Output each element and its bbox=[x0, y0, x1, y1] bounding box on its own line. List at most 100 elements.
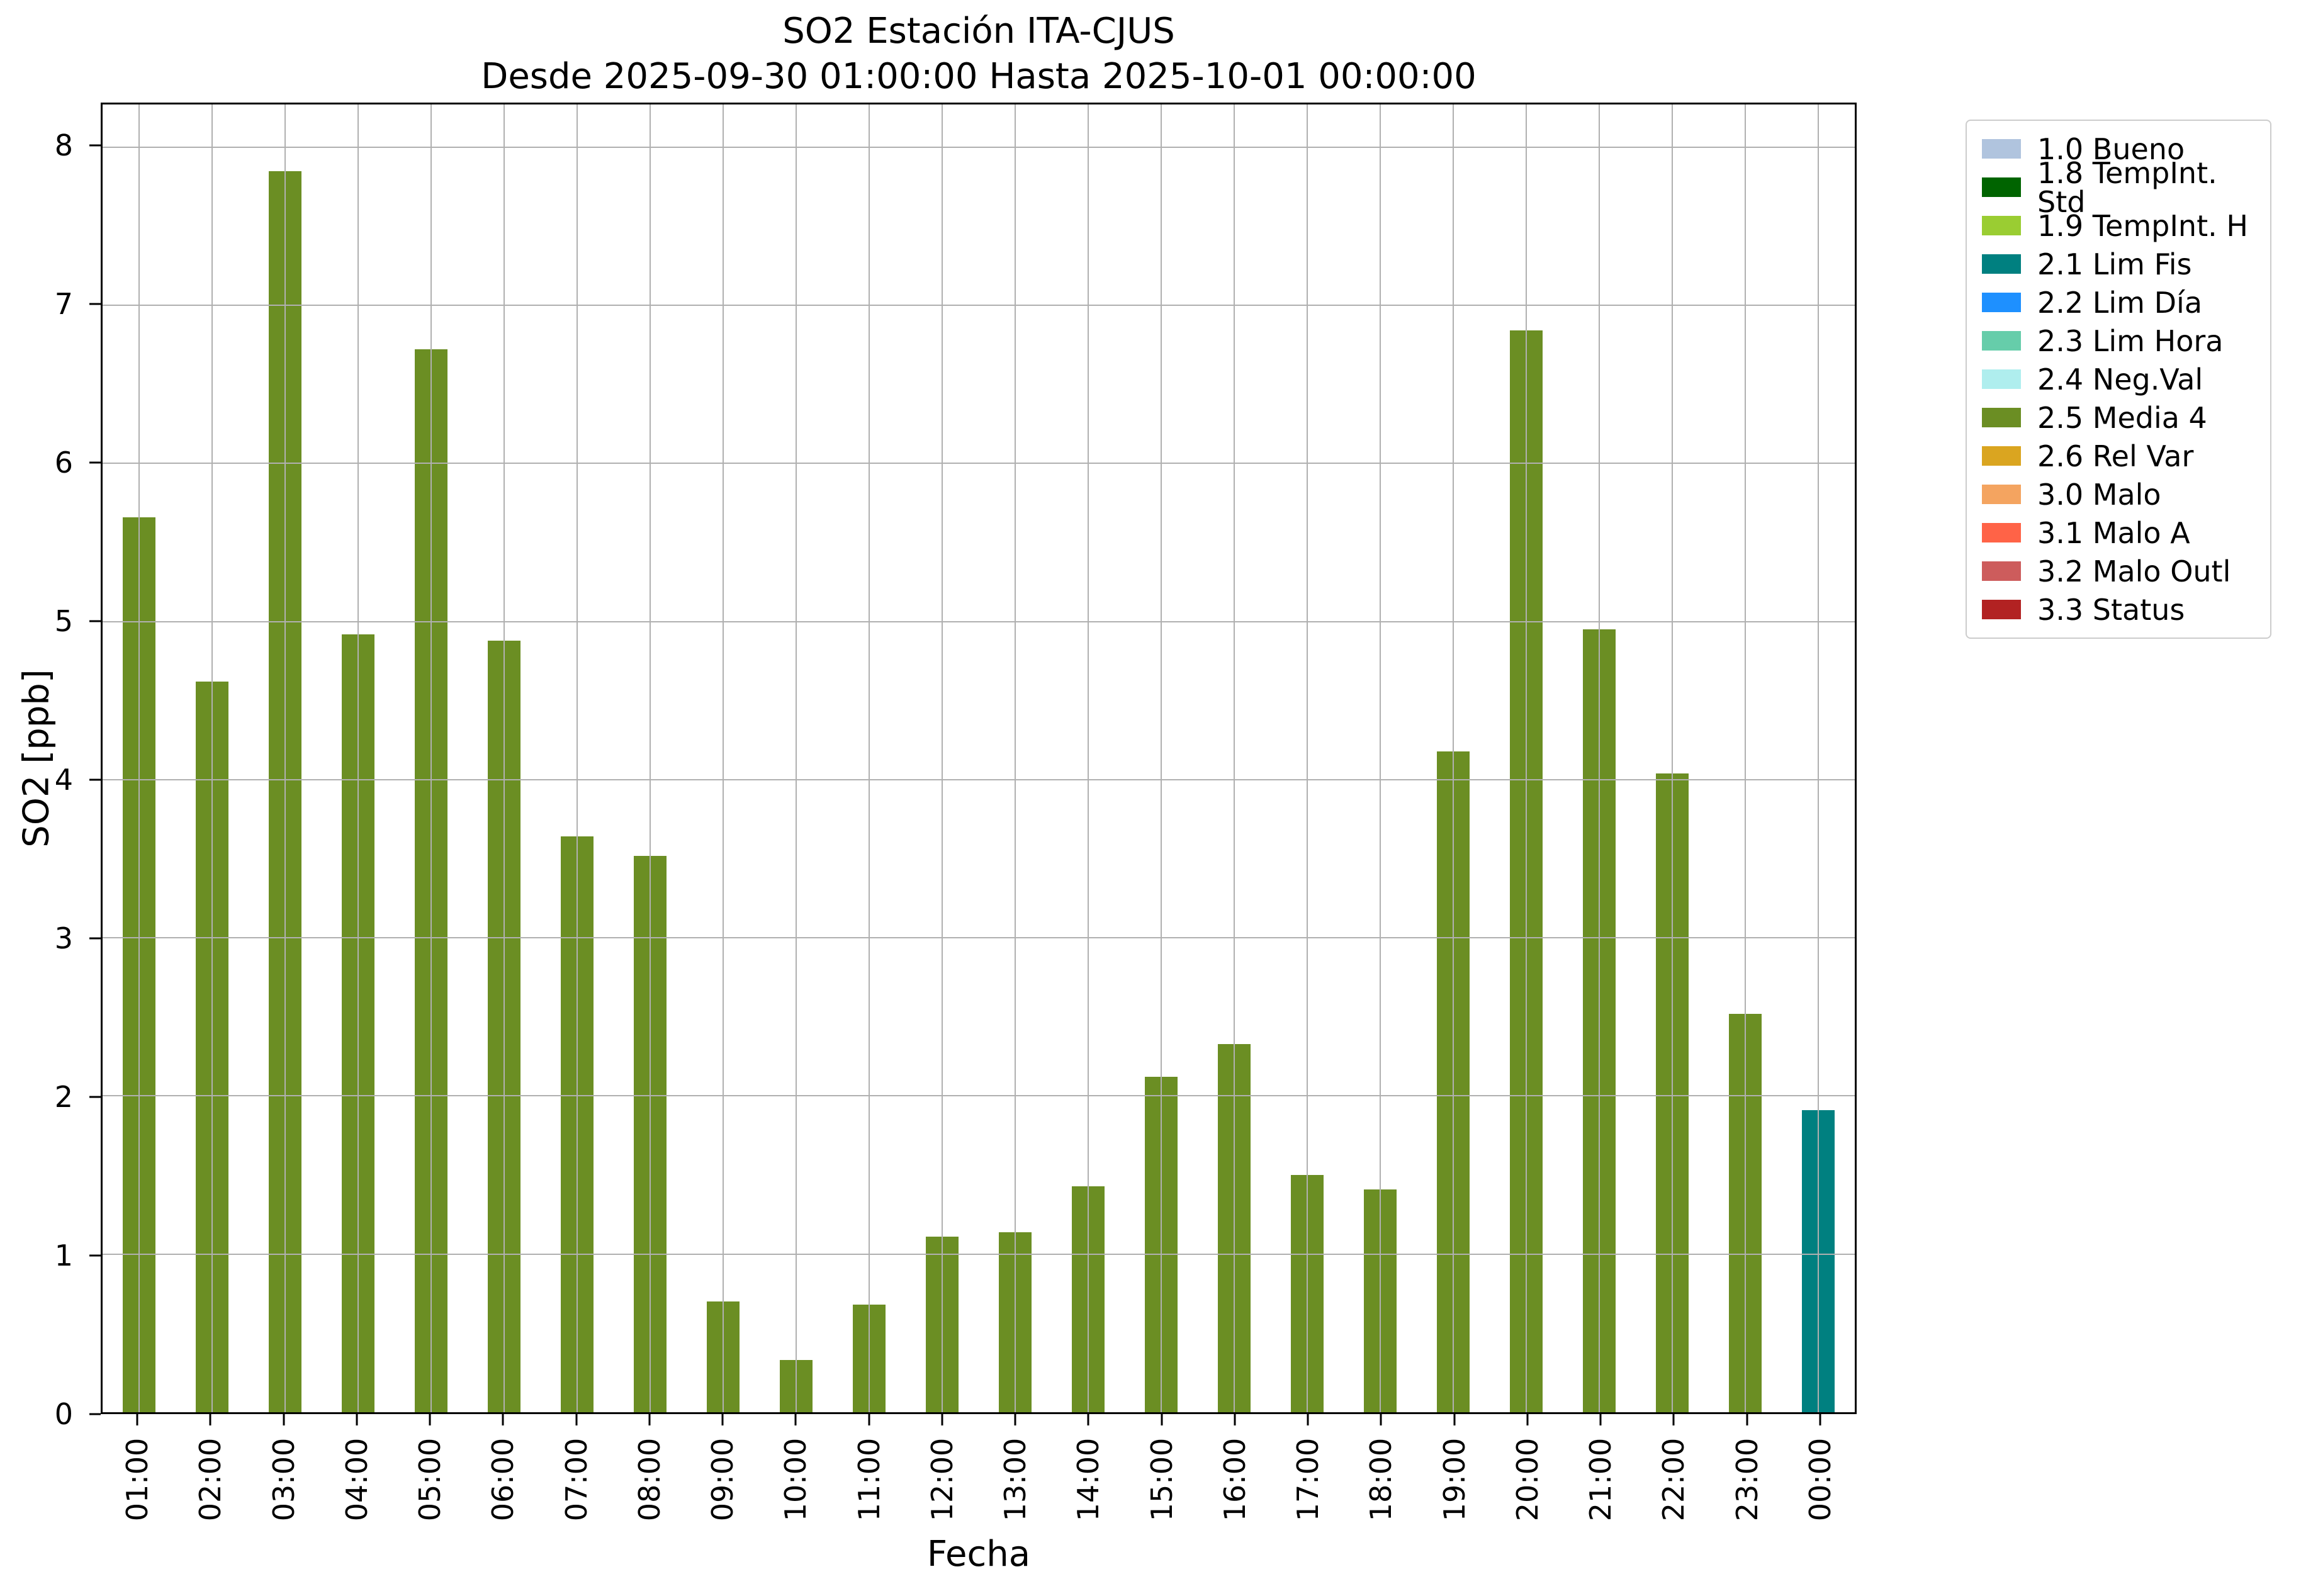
x-tick-mark bbox=[721, 1414, 724, 1425]
x-tick-mark bbox=[1380, 1414, 1382, 1425]
legend-item: 2.5 Media 4 bbox=[1967, 398, 2270, 437]
legend-item: 2.2 Lim Día bbox=[1967, 283, 2270, 322]
y-tick-label: 4 bbox=[54, 763, 73, 797]
legend-swatch bbox=[1982, 600, 2021, 619]
x-tick-label: 09:00 bbox=[706, 1437, 740, 1522]
bar bbox=[1144, 1077, 1178, 1412]
chart-title: SO2 Estación ITA-CJUS bbox=[782, 11, 1175, 52]
y-tick-mark bbox=[89, 1413, 101, 1415]
x-tick-mark bbox=[136, 1414, 138, 1425]
x-tick-label: 13:00 bbox=[998, 1437, 1033, 1522]
legend-item: 1.8 TempInt. Std bbox=[1967, 159, 2270, 216]
x-tick-label: 11:00 bbox=[852, 1437, 886, 1522]
legend-label: 2.2 Lim Día bbox=[2037, 285, 2203, 320]
x-tick-mark bbox=[1746, 1414, 1748, 1425]
plot-area bbox=[101, 103, 1857, 1414]
legend-label: 1.0 Bueno bbox=[2037, 132, 2185, 166]
bar bbox=[1217, 1043, 1251, 1412]
legend-label: 2.1 Lim Fis bbox=[2037, 247, 2192, 281]
legend-item: 3.0 Malo bbox=[1967, 475, 2270, 514]
x-tick-label: 07:00 bbox=[559, 1437, 594, 1522]
legend-swatch bbox=[1982, 446, 2021, 466]
y-tick-label: 6 bbox=[54, 446, 73, 480]
bar bbox=[560, 836, 594, 1412]
x-tick-mark bbox=[575, 1414, 578, 1425]
y-tick-mark bbox=[89, 461, 101, 464]
legend-item: 2.1 Lim Fis bbox=[1967, 245, 2270, 283]
x-tick-label: 08:00 bbox=[632, 1437, 667, 1522]
x-tick-label: 18:00 bbox=[1364, 1437, 1398, 1522]
bar bbox=[195, 682, 229, 1412]
legend-swatch bbox=[1982, 369, 2021, 389]
bar bbox=[268, 171, 302, 1412]
legend-item: 2.3 Lim Hora bbox=[1967, 322, 2270, 360]
x-axis: 01:00 02:00 03:00 04:00 05:00 06:00 07:00 08:00… bbox=[101, 1414, 1857, 1578]
legend-item: 2.6 Rel Var bbox=[1967, 437, 2270, 475]
legend-label: 3.2 Malo Outl bbox=[2037, 554, 2231, 588]
x-tick-label: 15:00 bbox=[1144, 1437, 1179, 1522]
y-tick-mark bbox=[89, 144, 101, 147]
legend-item: 2.4 Neg.Val bbox=[1967, 360, 2270, 398]
legend-swatch bbox=[1982, 485, 2021, 504]
bar bbox=[1436, 751, 1470, 1412]
bar bbox=[633, 855, 667, 1412]
legend-label: 1.8 TempInt. Std bbox=[2037, 155, 2217, 219]
x-tick-label: 14:00 bbox=[1071, 1437, 1106, 1522]
x-tick-mark bbox=[429, 1414, 431, 1425]
bar bbox=[1509, 330, 1543, 1412]
x-tick-mark bbox=[1672, 1414, 1675, 1425]
y-tick-label: 5 bbox=[54, 604, 73, 639]
x-tick-label: 19:00 bbox=[1437, 1437, 1471, 1522]
x-tick-mark bbox=[1526, 1414, 1529, 1425]
x-tick-label: 01:00 bbox=[120, 1437, 155, 1522]
y-tick-label: 8 bbox=[54, 128, 73, 163]
y-tick-mark bbox=[89, 778, 101, 781]
bar bbox=[706, 1301, 740, 1412]
x-tick-mark bbox=[794, 1414, 797, 1425]
bar bbox=[414, 349, 448, 1412]
legend-swatch bbox=[1982, 523, 2021, 542]
chart-subtitle: Desde 2025-09-30 01:00:00 Hasta 2025-10-… bbox=[481, 56, 1477, 97]
legend-label: 1.9 TempInt. H bbox=[2037, 208, 2248, 243]
y-tick-mark bbox=[89, 937, 101, 940]
x-tick-mark bbox=[502, 1414, 504, 1425]
legend-item: 3.3 Status bbox=[1967, 590, 2270, 629]
x-tick-label: 16:00 bbox=[1217, 1437, 1252, 1522]
x-tick-mark bbox=[356, 1414, 358, 1425]
x-tick-label: 03:00 bbox=[266, 1437, 301, 1522]
chart-titles: SO2 Estación ITA-CJUS Desde 2025-09-30 0… bbox=[101, 9, 1857, 99]
x-tick-mark bbox=[1161, 1414, 1163, 1425]
x-tick-mark bbox=[1819, 1414, 1821, 1425]
legend-swatch bbox=[1982, 331, 2021, 351]
legend-label: 3.0 Malo bbox=[2037, 477, 2161, 512]
x-tick-mark bbox=[209, 1414, 211, 1425]
bar bbox=[779, 1360, 813, 1412]
x-tick-label: 05:00 bbox=[413, 1437, 447, 1522]
x-tick-label: 17:00 bbox=[1291, 1437, 1325, 1522]
bar bbox=[1071, 1186, 1105, 1412]
legend-label: 3.1 Malo A bbox=[2037, 515, 2190, 550]
y-tick-mark bbox=[89, 1254, 101, 1257]
legend-label: 2.6 Rel Var bbox=[2037, 439, 2194, 473]
legend-item: 1.0 Bueno bbox=[1967, 130, 2270, 168]
bar bbox=[852, 1305, 886, 1412]
x-axis-label: Fecha bbox=[926, 1534, 1031, 1575]
bar bbox=[1363, 1189, 1397, 1412]
bar bbox=[1290, 1175, 1324, 1412]
legend-swatch bbox=[1982, 139, 2021, 159]
x-tick-label: 23:00 bbox=[1730, 1437, 1764, 1522]
legend-item: 3.1 Malo A bbox=[1967, 514, 2270, 552]
legend-swatch bbox=[1982, 254, 2021, 274]
x-tick-label: 06:00 bbox=[486, 1437, 520, 1522]
x-tick-label: 02:00 bbox=[193, 1437, 228, 1522]
legend-label: 3.3 Status bbox=[2037, 592, 2185, 627]
x-tick-mark bbox=[1087, 1414, 1089, 1425]
bar bbox=[122, 517, 156, 1412]
y-tick-label: 0 bbox=[54, 1397, 73, 1431]
bar bbox=[1655, 773, 1689, 1412]
legend-swatch bbox=[1982, 561, 2021, 581]
legend-swatch bbox=[1982, 216, 2021, 235]
x-tick-label: 04:00 bbox=[339, 1437, 374, 1522]
x-tick-label: 22:00 bbox=[1657, 1437, 1691, 1522]
